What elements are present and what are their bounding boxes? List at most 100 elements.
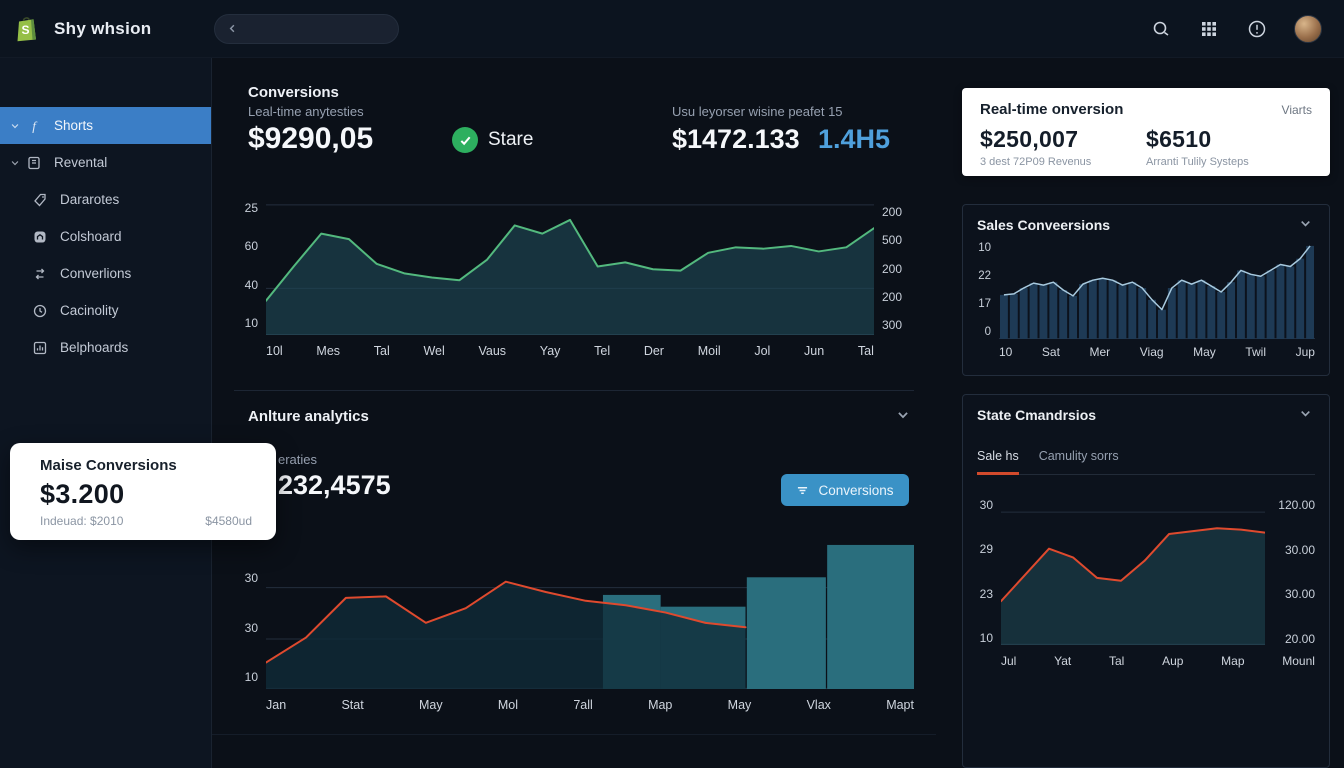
sidebar-item-cacinolity[interactable]: Cacinolity (0, 292, 211, 329)
state-area-plot (1001, 499, 1265, 645)
sidebar-item-label: Colshoard (60, 229, 122, 244)
sidebar-item-belphoards[interactable]: Belphoards (0, 329, 211, 366)
tab-camulity-sorrs[interactable]: Camulity sorrs (1038, 449, 1119, 463)
stat-label: Arranti Tulily Systeps (1146, 156, 1249, 168)
sales-collapse-chevron-icon[interactable] (1299, 217, 1315, 233)
alert-icon[interactable] (1246, 18, 1268, 40)
book-icon (26, 155, 42, 171)
axis-tick: Vlax (806, 698, 831, 712)
axis-tick: Tal (373, 344, 390, 358)
axis-tick: 10 (979, 630, 993, 645)
axis-tick: Jup (1295, 345, 1315, 359)
axis-tick: 30 (979, 498, 993, 512)
axis-tick: 200 (882, 261, 903, 276)
sidebar-item-dararotes[interactable]: Dararotes (0, 181, 211, 218)
status-badge: Stare (452, 127, 533, 153)
sidebar-item-revental[interactable]: Revental (0, 144, 211, 181)
stat-label: 3 dest 72P09 Revenus (980, 156, 1092, 168)
axis-tick: 10l (266, 344, 283, 358)
axis-tick: 10 (999, 345, 1013, 359)
search-input[interactable] (214, 13, 400, 44)
axis-tick: 120.00 (1278, 498, 1315, 512)
axis-tick: Sat (1041, 345, 1060, 359)
axis-tick: 10 (244, 670, 258, 684)
axis-tick: Mer (1089, 345, 1111, 359)
axis-tick: 10 (978, 242, 991, 254)
tab-sale-hs[interactable]: Sale hs (977, 449, 1019, 475)
filter-icon (796, 485, 809, 496)
axis-tick: Aup (1162, 654, 1184, 668)
avatar[interactable] (1294, 14, 1322, 43)
conversions-right-label: Usu leyorser wisine peafet 15 (672, 104, 843, 119)
axis-tick: 20.00 (1284, 631, 1315, 646)
axis-tick: 30.00 (1284, 542, 1315, 557)
x-axis: 10 Sat Mer Viag May Twil Jup (999, 339, 1315, 359)
realtime-stats: $250,007 3 dest 72P09 Revenus $6510 Arranti… (980, 126, 1312, 168)
overlay-card-note-left: Indeuad: $2010 (40, 514, 124, 528)
sidebar-item-label: Belphoards (60, 340, 129, 355)
svg-text:S: S (21, 23, 29, 37)
home-icon (32, 229, 48, 245)
state-panel-title: State Cmandrsios (977, 407, 1097, 423)
sidebar-item-label: Dararotes (60, 192, 120, 207)
overlay-card-note-right: $4580ud (205, 514, 252, 528)
axis-tick: Mapt (886, 698, 914, 712)
stat-value: $6510 (1146, 126, 1212, 152)
tag-icon (32, 192, 48, 208)
sales-panel-title: Sales Conveersions (977, 217, 1111, 233)
axis-tick: Jul (1001, 654, 1017, 668)
sidebar-item-label: Converlions (60, 266, 132, 281)
main-area-chart: 25 60 40 10 200 500 200 200 300 10l Mes Tal Wel Vau… (234, 198, 914, 358)
axis-tick: 60 (244, 239, 258, 254)
badge-label: Stare (488, 129, 534, 150)
conversions-subtitle: Leal-time anytesties (248, 104, 364, 119)
chart-icon (32, 340, 48, 356)
y-axis-right: 120.00 30.00 30.00 20.00 (1265, 499, 1315, 645)
sidebar-item-label: Shorts (54, 118, 94, 133)
apps-grid-icon[interactable] (1198, 18, 1220, 40)
bottom-divider (212, 734, 936, 735)
sales-bars-plot (999, 241, 1315, 339)
sidebar-nav: f Shorts Revental Dararotes Colshoard Converl… (0, 107, 211, 366)
realtime-card: Real-time onversion Viarts $250,007 3 des… (962, 88, 1330, 176)
axis-tick: 25 (244, 201, 258, 215)
axis-tick: Mes (316, 344, 341, 358)
axis-tick: 300 (882, 318, 903, 332)
axis-tick: Tal (857, 344, 874, 358)
y-axis-right: 200 500 200 200 300 (874, 198, 914, 335)
axis-tick: 500 (882, 233, 903, 248)
analytics-mixed-plot (266, 542, 914, 689)
axis-tick: Der (643, 344, 664, 358)
sidebar-item-label: Revental (54, 155, 108, 170)
sidebar-item-converlions[interactable]: Converlions (0, 255, 211, 292)
state-collapse-chevron-icon[interactable] (1299, 407, 1315, 423)
analytics-collapse-chevron-icon[interactable] (896, 408, 914, 426)
sidebar: f Shorts Revental Dararotes Colshoard Converl… (0, 58, 212, 768)
overlay-stat-card: Maise Conversions $3.200 Indeuad: $2010 … (10, 443, 276, 540)
sidebar-item-colshoard[interactable]: Colshoard (0, 218, 211, 255)
axis-tick: 0 (984, 326, 991, 339)
shopify-logo-icon[interactable]: S (14, 15, 40, 43)
search-icon[interactable] (1150, 18, 1172, 40)
y-axis-left: 25 60 40 10 (234, 198, 266, 335)
analytics-mixed-chart: 30 30 10 Jan Stat May Mol 7all Map May Vlax Mapt (234, 542, 914, 712)
swap-icon (32, 266, 48, 282)
conversions-filter-button[interactable]: Conversions (781, 474, 909, 506)
axis-tick: Twil (1245, 345, 1267, 359)
app-title: Shy whsion (54, 18, 152, 38)
y-axis-left: 10 22 17 0 (977, 241, 999, 339)
clock-icon (32, 303, 48, 319)
sales-panel: Sales Conveersions 10 22 17 0 10 Sat Mer Viag M… (962, 204, 1330, 376)
axis-tick: Viag (1139, 345, 1164, 359)
analytics-value: 232,4575 (278, 470, 391, 500)
section-divider (234, 390, 914, 391)
axis-tick: Jun (804, 344, 825, 358)
axis-tick: 30 (244, 620, 258, 635)
sidebar-item-shorts[interactable]: f Shorts (0, 107, 211, 144)
realtime-card-title: Real-time onversion (980, 101, 1124, 118)
axis-tick: 29 (979, 542, 993, 557)
conversions-right-value: $1472.133 (672, 124, 800, 154)
realtime-stat: $250,007 3 dest 72P09 Revenus (980, 126, 1146, 168)
x-axis: Jul Yat Tal Aup Map Mounl (1001, 645, 1315, 668)
